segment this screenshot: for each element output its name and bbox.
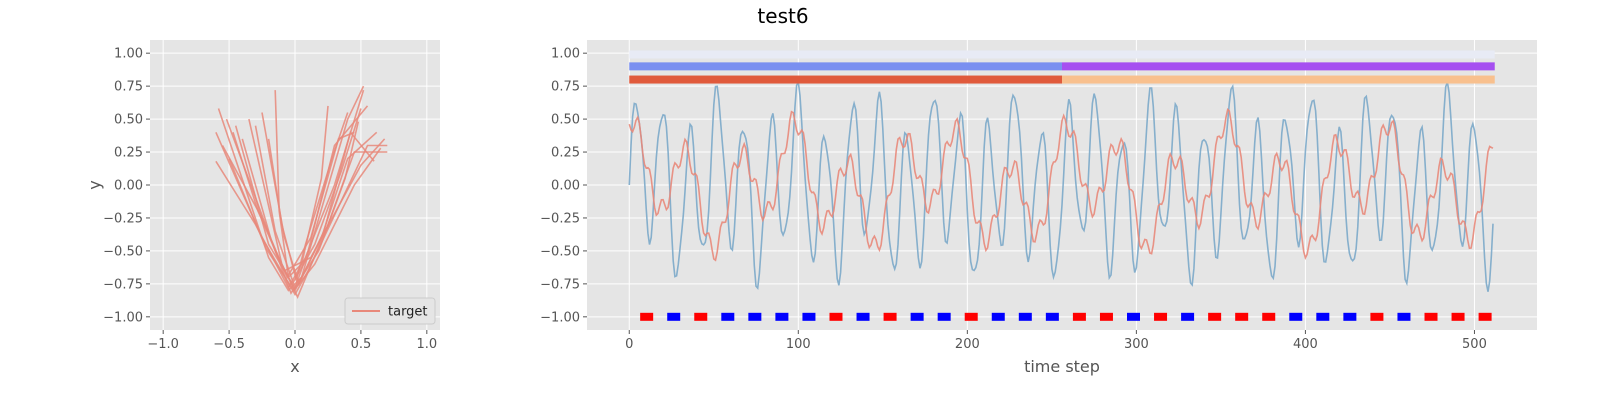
band-segment <box>629 62 1062 71</box>
marker <box>1397 312 1411 321</box>
target-trajectory <box>232 131 355 280</box>
target-trajectory <box>228 147 382 292</box>
x-tick-label: 100 <box>786 337 811 352</box>
x-tick-label: 0 <box>625 337 633 352</box>
series-red-line <box>628 108 1494 262</box>
y-tick-label: 0.75 <box>551 80 580 95</box>
y-tick-label: −0.25 <box>540 211 580 226</box>
marker <box>1262 312 1276 321</box>
y-tick-label: 0.50 <box>114 113 143 128</box>
x-tick-label: 0.5 <box>351 337 372 352</box>
marker <box>1045 312 1059 321</box>
y-tick-label: −0.25 <box>103 211 143 226</box>
legend-box <box>344 297 436 325</box>
x-tick-label: 400 <box>1293 337 1318 352</box>
x-tick-label: 1.0 <box>416 337 437 352</box>
y-tick-label: 0.00 <box>114 179 143 194</box>
y-axis-label: y <box>85 180 104 189</box>
legend-label: target <box>388 305 428 320</box>
y-tick-label: −0.50 <box>540 244 580 259</box>
marker <box>883 312 897 321</box>
band-segment <box>1062 62 1495 71</box>
marker <box>1343 312 1357 321</box>
grid <box>150 40 440 330</box>
y-tick-label: −0.50 <box>103 244 143 259</box>
marker <box>721 312 735 321</box>
series-target <box>215 85 388 299</box>
y-tick-label: 0.50 <box>551 113 580 128</box>
marker <box>1154 312 1168 321</box>
marker <box>694 312 708 321</box>
y-tick-label: −1.00 <box>540 310 580 325</box>
x-tick-label: −0.5 <box>213 337 245 352</box>
x-tick-label: 300 <box>1124 337 1149 352</box>
bands <box>629 50 1495 84</box>
x-axis-label: time step <box>1024 357 1100 376</box>
marker <box>1424 312 1438 321</box>
markers <box>640 312 1492 321</box>
marker <box>1451 312 1465 321</box>
y-tick-label: −0.75 <box>540 277 580 292</box>
x-tick-label: 0.0 <box>285 337 306 352</box>
grid <box>587 40 1537 330</box>
y-tick-label: −0.75 <box>103 277 143 292</box>
marker <box>667 312 681 321</box>
marker <box>964 312 978 321</box>
target-trajectory <box>215 89 365 290</box>
marker <box>1370 312 1384 321</box>
x-axis-label: x <box>290 357 299 376</box>
left-chart: −1.0 −0.5 0.0 0.5 1.0 −1.00 −0.75 −0.50 −0.25 0.0… <box>85 40 440 376</box>
marker <box>1072 312 1086 321</box>
legend: target <box>344 297 436 325</box>
band-segment <box>629 50 1495 59</box>
y-tick-label: −1.00 <box>103 310 143 325</box>
marker <box>640 312 654 321</box>
marker <box>1289 312 1303 321</box>
band-segment <box>629 75 1062 84</box>
y-tick-label: 0.00 <box>551 179 580 194</box>
marker <box>1235 312 1249 321</box>
y-tick-label: 0.25 <box>551 146 580 161</box>
right-chart: 0 100 200 300 400 500 −1.00 −0.75 −0.50 −0.25 0.00… <box>540 40 1537 376</box>
marker <box>1181 312 1195 321</box>
target-trajectory <box>221 138 386 272</box>
y-tick-label: 1.00 <box>114 47 143 62</box>
marker <box>748 312 762 321</box>
marker <box>1126 312 1140 321</box>
marker <box>991 312 1005 321</box>
marker <box>1099 312 1113 321</box>
marker <box>829 312 843 321</box>
marker <box>1316 312 1330 321</box>
y-tick-label: 0.25 <box>114 146 143 161</box>
marker <box>1018 312 1032 321</box>
marker <box>1208 312 1222 321</box>
marker <box>856 312 870 321</box>
y-tick-label: 1.00 <box>551 47 580 62</box>
figure-title: test6 <box>757 4 808 28</box>
x-tick-label: 500 <box>1462 337 1487 352</box>
marker <box>1478 312 1492 321</box>
series-blue-line <box>628 79 1494 292</box>
band-segment <box>1062 75 1495 84</box>
marker <box>775 312 789 321</box>
x-tick-label: 200 <box>955 337 980 352</box>
marker <box>937 312 951 321</box>
marker <box>802 312 816 321</box>
y-tick-label: 0.75 <box>114 80 143 95</box>
marker <box>910 312 924 321</box>
x-tick-label: −1.0 <box>147 337 179 352</box>
